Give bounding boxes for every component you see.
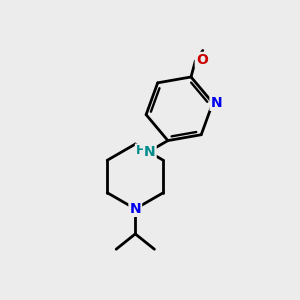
Text: O: O [196, 53, 208, 67]
Text: N: N [144, 145, 156, 159]
Text: H: H [136, 144, 146, 158]
Text: N: N [211, 96, 222, 110]
Text: N: N [130, 202, 141, 216]
